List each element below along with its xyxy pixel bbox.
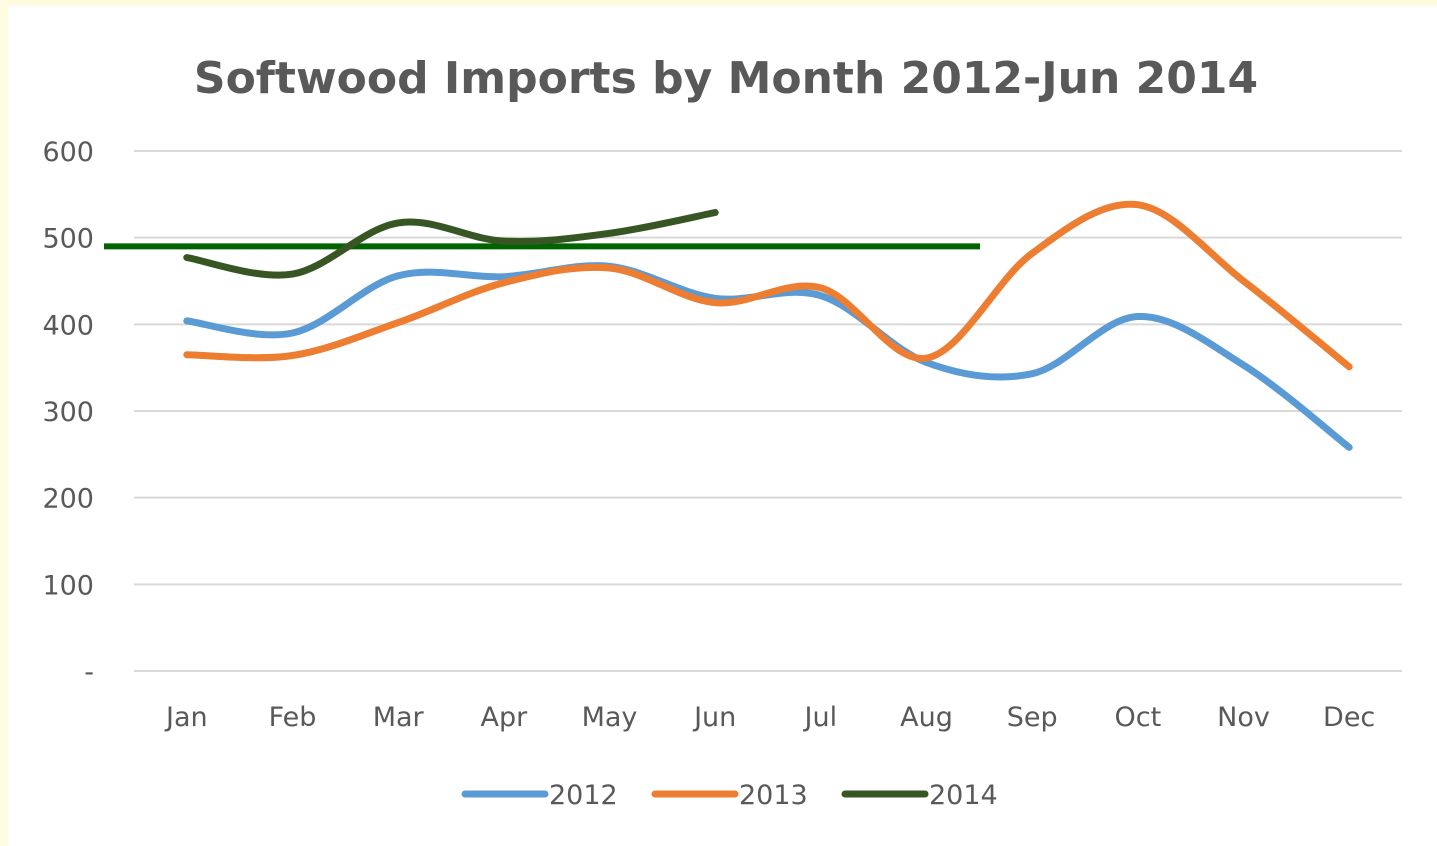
x-axis-tick-labels: Jan Feb Mar Apr May Jun Jul Aug Sep Oct Nov Dec <box>164 702 1375 733</box>
y-tick-label: - <box>84 657 94 688</box>
x-tick-label-dec: Dec <box>1323 702 1375 733</box>
y-tick-label: 300 <box>42 397 94 428</box>
y-tick-label: 500 <box>42 224 94 255</box>
chart-frame: Softwood Imports by Month 2012-Jun 2014 … <box>8 6 1437 846</box>
x-tick-label-sep: Sep <box>1007 702 1058 733</box>
y-tick-label: 400 <box>42 310 94 341</box>
gridlines <box>134 150 1402 672</box>
y-tick-label: 600 <box>42 137 94 168</box>
line-chart: Softwood Imports by Month 2012-Jun 2014 … <box>42 53 1402 811</box>
x-tick-label-jan: Jan <box>164 702 208 733</box>
x-tick-label-may: May <box>582 702 638 733</box>
x-tick-label-nov: Nov <box>1217 702 1270 733</box>
x-tick-label-aug: Aug <box>900 702 953 733</box>
chart-title: Softwood Imports by Month 2012-Jun 2014 <box>194 53 1258 104</box>
x-tick-label-apr: Apr <box>480 702 528 733</box>
series-lines <box>183 200 1353 451</box>
legend-label-2012: 2012 <box>549 780 618 811</box>
legend: 2012 2013 2014 <box>461 780 998 811</box>
x-tick-label-oct: Oct <box>1114 702 1161 733</box>
series-line-2013 <box>183 200 1353 371</box>
x-tick-label-feb: Feb <box>269 702 317 733</box>
x-tick-label-mar: Mar <box>373 702 425 733</box>
series-line-2014 <box>183 209 719 279</box>
y-tick-label: 100 <box>42 570 94 601</box>
legend-label-2013: 2013 <box>739 780 808 811</box>
series-line-2012 <box>183 262 1353 451</box>
y-axis-tick-labels: - 100 200 300 400 500 600 <box>42 137 94 688</box>
x-tick-label-jun: Jun <box>692 702 736 733</box>
x-tick-label-jul: Jul <box>803 702 838 733</box>
y-tick-label: 200 <box>42 484 94 515</box>
legend-label-2014: 2014 <box>929 780 998 811</box>
